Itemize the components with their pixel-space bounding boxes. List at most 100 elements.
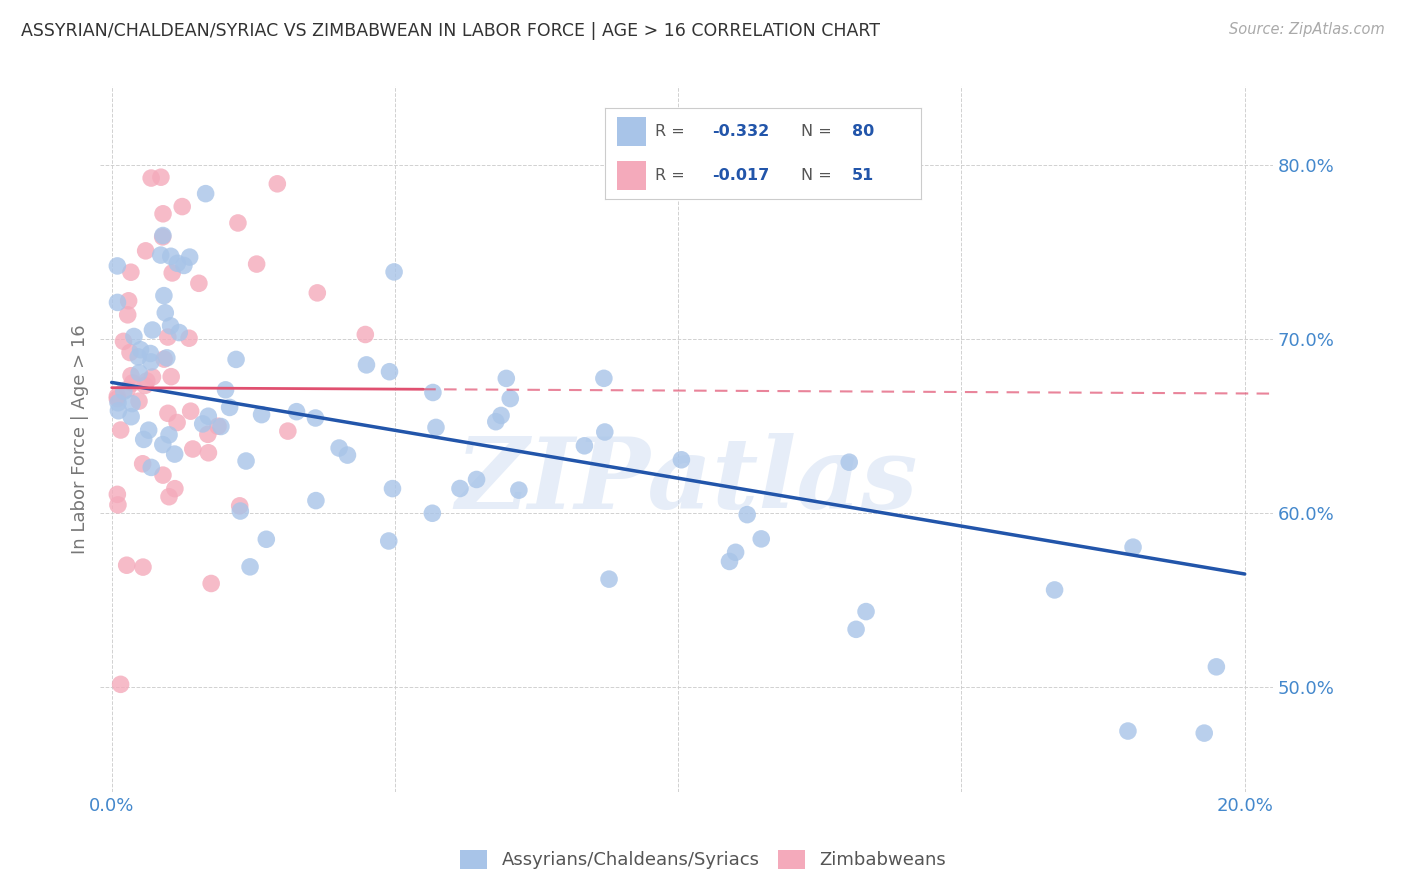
Point (157, 490, 180, 504)
Point (377, 533, 399, 548)
Point (197, 446, 219, 460)
Point (382, 265, 405, 279)
Point (593, 425, 616, 439)
Point (105, 487, 128, 501)
Point (156, 351, 179, 365)
Point (855, 605, 877, 619)
Point (1192, 726, 1215, 740)
Point (1205, 660, 1227, 674)
Point (159, 249, 181, 263)
Point (115, 558, 138, 573)
Point (209, 419, 232, 434)
Point (671, 452, 693, 467)
Point (239, 559, 262, 574)
Point (499, 392, 522, 406)
Point (110, 677, 132, 691)
Point (167, 326, 190, 340)
Point (200, 576, 222, 591)
Point (163, 482, 186, 496)
Point (420, 506, 443, 520)
Point (449, 482, 471, 496)
Point (121, 396, 143, 410)
Point (177, 331, 200, 345)
Point (598, 572, 620, 586)
Point (163, 447, 186, 461)
Point (112, 334, 135, 349)
Point (166, 256, 188, 270)
Point (838, 455, 860, 469)
Point (225, 352, 247, 367)
Point (134, 378, 156, 392)
Point (277, 424, 299, 438)
Point (120, 265, 142, 279)
Point (172, 200, 194, 214)
Point (157, 428, 180, 442)
Point (489, 409, 512, 423)
Point (149, 170, 172, 185)
Point (117, 308, 139, 322)
Point (129, 343, 152, 357)
Text: Source: ZipAtlas.com: Source: ZipAtlas.com (1229, 22, 1385, 37)
Point (246, 257, 269, 271)
Point (132, 433, 155, 447)
Point (139, 355, 162, 369)
Point (378, 365, 401, 379)
Point (128, 394, 150, 409)
Point (207, 419, 229, 434)
Point (149, 248, 172, 262)
Point (285, 405, 308, 419)
Point (117, 293, 139, 308)
Point (120, 409, 142, 424)
Point (1043, 582, 1066, 597)
Point (749, 532, 772, 546)
Point (1116, 724, 1139, 739)
Legend: Assyrians/Chaldeans/Syriacs, Zimbabweans: Assyrians/Chaldeans/Syriacs, Zimbabweans (451, 841, 955, 879)
Point (121, 376, 143, 390)
Point (354, 327, 377, 342)
Point (112, 384, 135, 399)
Point (152, 230, 174, 244)
Point (135, 244, 157, 258)
Point (718, 554, 741, 568)
Point (128, 366, 150, 380)
Point (214, 383, 236, 397)
Point (141, 370, 163, 384)
Point (724, 545, 747, 559)
Point (465, 473, 488, 487)
Point (735, 508, 758, 522)
Point (153, 352, 176, 367)
Point (105, 259, 128, 273)
Point (155, 306, 177, 320)
Point (304, 411, 326, 425)
Point (156, 330, 179, 344)
Point (160, 266, 183, 280)
Point (181, 442, 204, 456)
Point (495, 371, 517, 385)
Point (117, 382, 139, 396)
Point (307, 285, 329, 300)
Point (229, 504, 252, 518)
Point (127, 350, 149, 364)
Point (141, 323, 163, 337)
Point (425, 420, 447, 434)
Point (254, 533, 277, 547)
Point (138, 423, 160, 437)
Point (266, 177, 288, 191)
Point (422, 385, 444, 400)
Point (132, 560, 155, 574)
Point (336, 448, 359, 462)
Point (166, 416, 188, 430)
Point (107, 498, 129, 512)
Point (197, 427, 219, 442)
Point (141, 460, 163, 475)
Point (118, 345, 141, 359)
Point (152, 437, 174, 451)
Point (328, 441, 350, 455)
Point (228, 499, 250, 513)
Point (139, 346, 162, 360)
Point (194, 186, 217, 201)
Point (180, 404, 202, 418)
Point (250, 408, 273, 422)
Point (485, 415, 508, 429)
Point (131, 457, 153, 471)
